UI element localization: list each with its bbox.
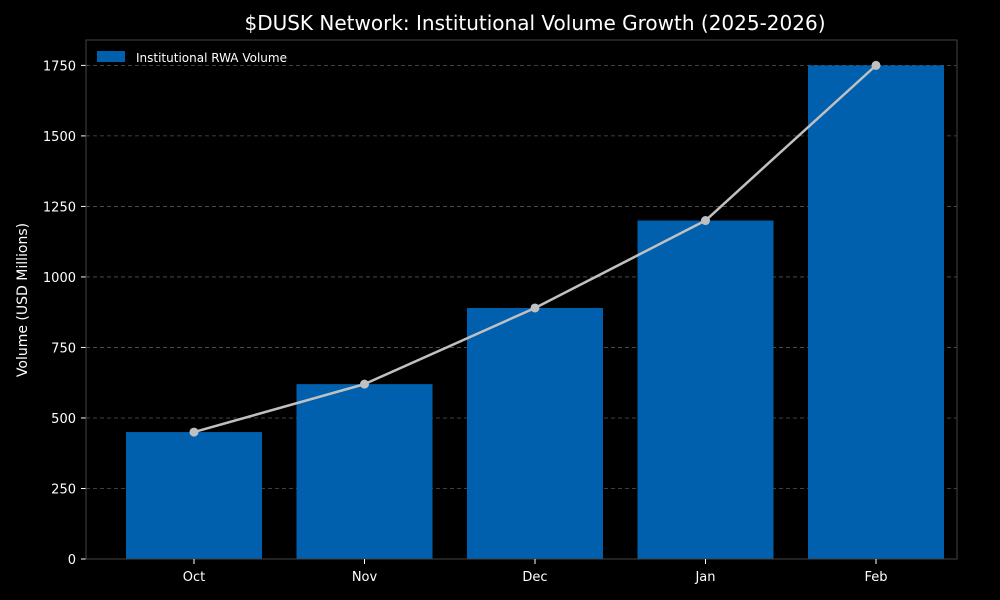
bar-dec bbox=[467, 307, 603, 559]
y-tick-label: 500 bbox=[51, 412, 76, 427]
trend-point-jan bbox=[701, 216, 710, 226]
trend-point-feb bbox=[871, 60, 881, 70]
y-tick-label: 250 bbox=[51, 482, 76, 497]
trend-points bbox=[189, 60, 881, 437]
bar-feb bbox=[808, 65, 944, 560]
y-tick-label: 1000 bbox=[43, 271, 76, 286]
y-tick-label: 1500 bbox=[43, 130, 76, 145]
y-tick-labels: 0 250 500 750 1000 1250 1500 1750 bbox=[43, 59, 76, 568]
trend-point-dec bbox=[530, 303, 540, 313]
x-tick-label-nov: Nov bbox=[352, 570, 378, 585]
trend-point-nov bbox=[360, 379, 369, 389]
legend: Institutional RWA Volume bbox=[97, 51, 287, 65]
x-tick-label-dec: Dec bbox=[522, 570, 547, 585]
bars bbox=[126, 65, 944, 560]
y-axis-label: Volume (USD Millions) bbox=[15, 223, 31, 377]
chart-title: $DUSK Network: Institutional Volume Grow… bbox=[244, 11, 825, 35]
x-tick-label-oct: Oct bbox=[183, 570, 205, 585]
bar-nov bbox=[296, 384, 433, 559]
trend-point-oct bbox=[189, 427, 199, 437]
bar-oct bbox=[126, 432, 262, 559]
y-tick-label: 750 bbox=[51, 341, 76, 356]
x-tick-label-jan: Jan bbox=[694, 570, 715, 585]
bar-jan bbox=[637, 220, 774, 560]
legend-label: Institutional RWA Volume bbox=[136, 51, 287, 65]
x-tick-labels: Oct Nov Dec Jan Feb bbox=[183, 570, 888, 585]
y-tick-label: 1750 bbox=[43, 59, 76, 74]
legend-swatch bbox=[97, 51, 125, 62]
y-tick-label: 1250 bbox=[43, 200, 76, 215]
plot-frame bbox=[85, 39, 958, 560]
y-tick-label: 0 bbox=[68, 553, 76, 568]
x-tick-label-feb: Feb bbox=[864, 570, 887, 585]
axes bbox=[81, 39, 958, 564]
